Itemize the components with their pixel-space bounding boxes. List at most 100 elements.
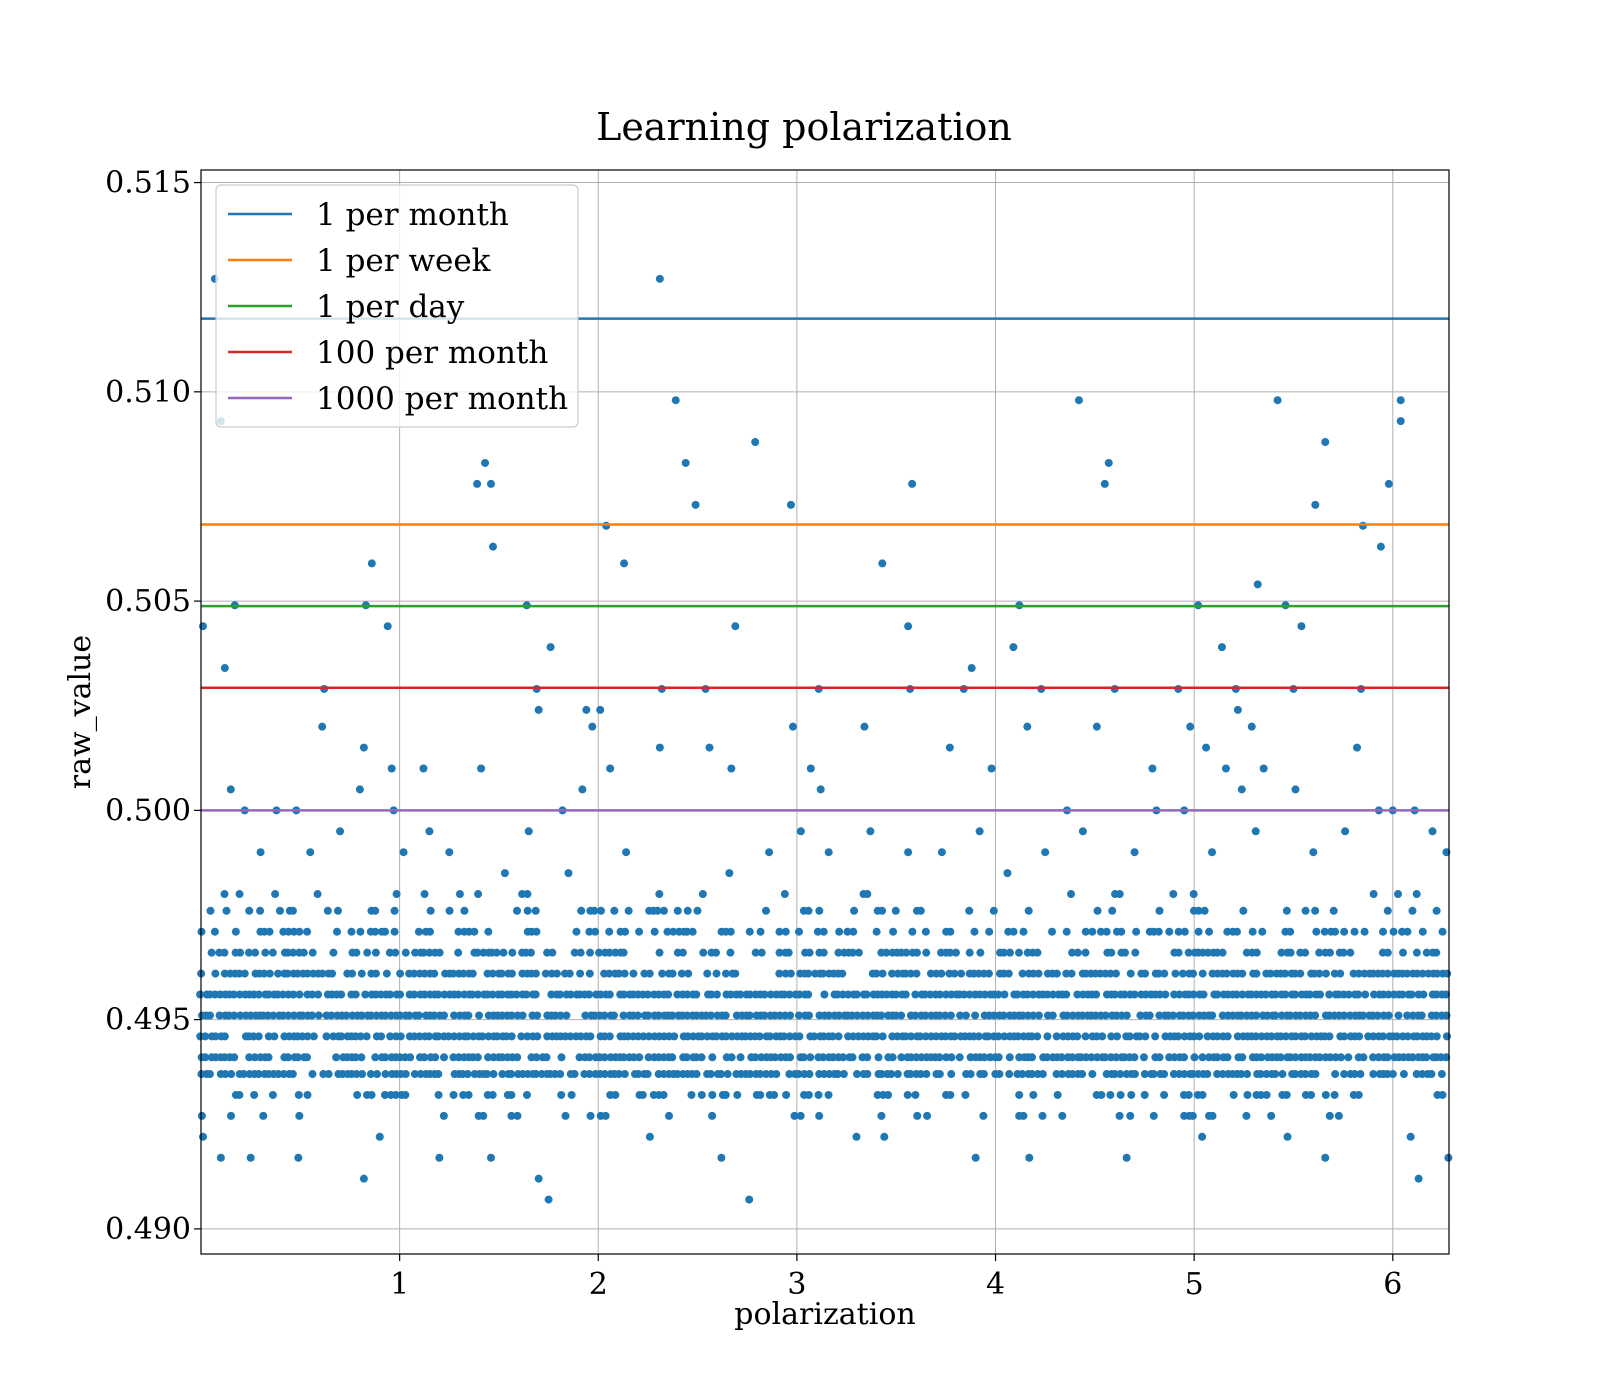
scatter-point xyxy=(1148,764,1157,773)
scatter-point xyxy=(971,1153,980,1162)
scatter-point xyxy=(693,906,702,915)
scatter-point xyxy=(1015,948,1024,957)
scatter-point xyxy=(601,1111,610,1120)
scatter-point xyxy=(454,990,463,999)
scatter-point xyxy=(265,927,274,936)
scatter-point xyxy=(610,906,619,915)
scatter-point xyxy=(1208,1111,1217,1120)
scatter-point xyxy=(207,948,216,957)
scatter-point xyxy=(489,1070,498,1079)
scatter-point xyxy=(781,927,790,936)
scatter-point xyxy=(785,1070,794,1079)
scatter-point xyxy=(877,1011,886,1020)
scatter-point xyxy=(450,1011,459,1020)
scatter-point xyxy=(872,1032,881,1041)
scatter-point xyxy=(619,948,628,957)
scatter-point xyxy=(1321,1153,1330,1162)
scatter-point xyxy=(1378,1032,1387,1041)
scatter-point xyxy=(534,1174,543,1183)
scatter-point xyxy=(1278,1070,1287,1079)
scatter-point xyxy=(1359,1053,1368,1062)
scatter-point xyxy=(717,1070,726,1079)
scatter-point xyxy=(872,927,881,936)
scatter-point xyxy=(488,969,497,978)
scatter-point xyxy=(488,542,497,551)
scatter-point xyxy=(794,1011,803,1020)
scatter-point xyxy=(1305,990,1314,999)
scatter-point xyxy=(1179,1053,1188,1062)
scatter-point xyxy=(782,1090,791,1099)
scatter-point xyxy=(371,1053,380,1062)
scatter-point xyxy=(1291,785,1300,794)
scatter-point xyxy=(323,906,332,915)
scatter-point xyxy=(1062,927,1071,936)
scatter-point xyxy=(644,1011,653,1020)
scatter-point xyxy=(373,1070,382,1079)
scatter-point xyxy=(288,1070,297,1079)
scatter-point xyxy=(1242,1111,1251,1120)
scatter-point xyxy=(835,1011,844,1020)
scatter-point xyxy=(745,990,754,999)
scatter-point xyxy=(254,1070,263,1079)
scatter-point xyxy=(308,948,317,957)
scatter-point xyxy=(283,969,292,978)
scatter-point xyxy=(1283,1132,1292,1141)
scatter-point xyxy=(532,1070,541,1079)
scatter-point xyxy=(557,1053,566,1062)
scatter-point xyxy=(271,890,280,899)
scatter-point xyxy=(1154,927,1163,936)
scatter-point xyxy=(663,927,672,936)
scatter-point xyxy=(1355,1032,1364,1041)
scatter-point xyxy=(240,969,249,978)
scatter-point xyxy=(391,1090,400,1099)
scatter-point xyxy=(884,1090,893,1099)
scatter-point xyxy=(313,890,322,899)
scatter-point xyxy=(409,969,418,978)
scatter-point xyxy=(935,1053,944,1062)
scatter-point xyxy=(1417,1011,1426,1020)
scatter-point xyxy=(1419,990,1428,999)
scatter-point xyxy=(1203,1032,1212,1041)
scatter-point xyxy=(274,969,283,978)
scatter-point xyxy=(1188,1111,1197,1120)
scatter-point xyxy=(853,1070,861,1079)
scatter-point xyxy=(1130,1053,1139,1062)
scatter-point xyxy=(380,1090,389,1099)
scatter-point xyxy=(795,927,804,936)
scatter-point xyxy=(1217,643,1226,652)
scatter-point xyxy=(425,827,434,836)
scatter-point xyxy=(1438,927,1447,936)
scatter-point xyxy=(698,890,707,899)
scatter-point xyxy=(256,848,265,857)
scatter-point xyxy=(1412,890,1421,899)
scatter-point xyxy=(1174,1032,1183,1041)
scatter-point xyxy=(1198,1090,1207,1099)
scatter-point xyxy=(677,969,686,978)
scatter-point xyxy=(578,785,587,794)
scatter-point xyxy=(684,969,693,978)
scatter-point xyxy=(513,906,522,915)
scatter-point xyxy=(565,969,574,978)
scatter-point xyxy=(673,906,682,915)
scatter-point xyxy=(320,684,329,693)
scatter-point xyxy=(1237,785,1246,794)
scatter-point xyxy=(852,990,861,999)
scatter-point xyxy=(888,969,897,978)
scatter-point xyxy=(1384,479,1393,488)
scatter-point xyxy=(1354,990,1363,999)
scatter-point xyxy=(236,948,245,957)
scatter-point xyxy=(1251,827,1260,836)
scatter-point xyxy=(860,722,869,731)
scatter-point xyxy=(1282,1090,1291,1099)
scatter-point xyxy=(1203,1070,1212,1079)
scatter-point xyxy=(386,1032,395,1041)
scatter-point xyxy=(1229,1090,1238,1099)
scatter-point xyxy=(259,1111,268,1120)
scatter-point xyxy=(1009,927,1018,936)
scatter-point xyxy=(1340,1070,1349,1079)
scatter-point xyxy=(522,1090,531,1099)
scatter-point xyxy=(1369,1053,1378,1062)
scatter-point xyxy=(1325,990,1334,999)
scatter-point xyxy=(570,948,579,957)
scatter-point xyxy=(1130,848,1139,857)
